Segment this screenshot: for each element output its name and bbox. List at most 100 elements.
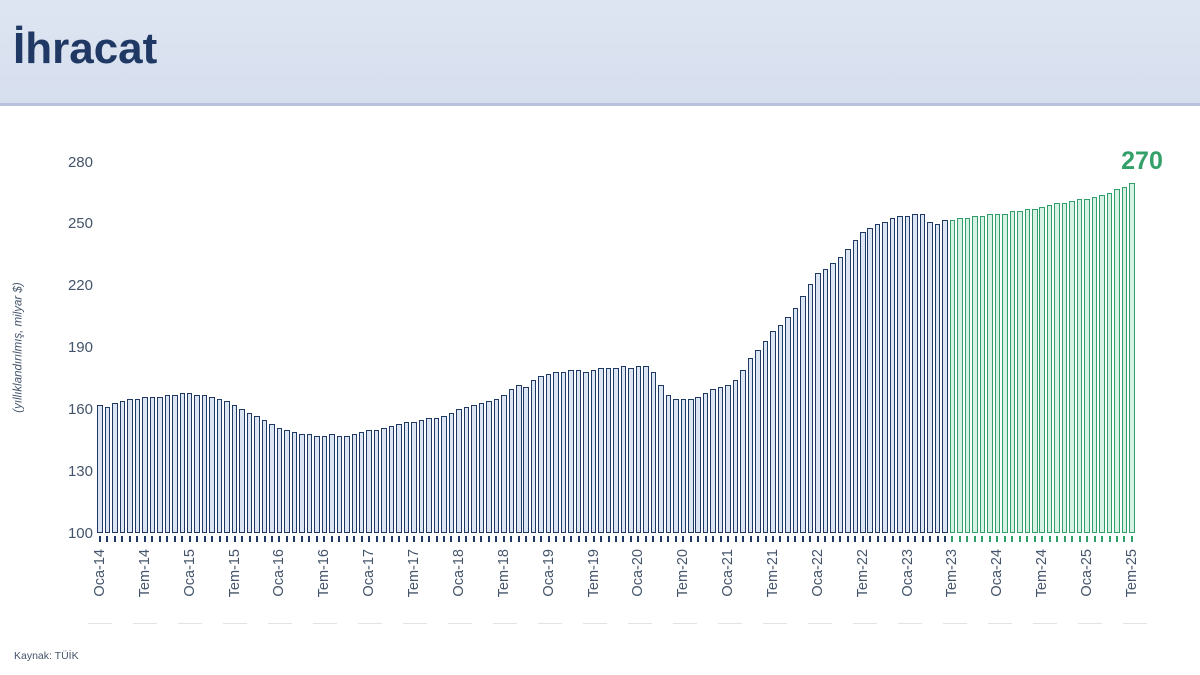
month-tick [562,536,565,542]
month-tick [1116,536,1118,542]
month-tick [951,536,954,542]
month-tick [106,536,109,542]
bar [560,372,567,533]
last-value-label: 270 [1121,147,1163,175]
bar [1076,199,1083,533]
month-tick [929,536,932,542]
month-tick [1018,536,1021,542]
bar [418,419,425,533]
bar [231,405,238,533]
bar [261,419,268,533]
x-tick-label: Oca-18 [450,549,467,597]
month-tick [652,536,655,542]
month-tick [697,536,700,542]
bar [239,409,245,533]
month-tick [1071,536,1074,542]
month-tick [958,536,961,542]
bar [179,392,185,533]
month-tick [285,536,288,542]
month-tick [861,536,864,542]
month-tick [764,536,767,542]
bar [583,372,589,533]
bar [815,273,821,533]
month-tick [996,536,999,542]
month-tick [1101,536,1104,542]
month-tick [435,536,438,542]
x-tick-label: Tem-17 [406,549,423,598]
month-tick [674,536,677,542]
month-tick [944,536,946,542]
bar [972,215,978,533]
month-tick [330,536,333,542]
bar [299,434,305,533]
bar [381,427,387,533]
bar [351,434,357,533]
bar [216,399,223,533]
month-tick [300,536,303,542]
x-tick-label: Oca-20 [630,549,647,597]
bar [658,384,664,533]
bar [635,366,642,533]
month-tick [181,536,184,542]
bar [650,372,657,533]
x-tick-label: Oca-22 [809,549,826,597]
month-tick [360,536,363,542]
x-tick-label: Oca-16 [271,549,288,597]
bar [717,386,724,533]
x-tick-label: Tem-22 [854,549,871,598]
month-tick [218,536,221,542]
month-tick [1048,536,1051,542]
bar [119,401,126,533]
bar [1106,192,1113,533]
bar [1069,201,1075,533]
bar [545,374,552,533]
month-tick [233,536,236,542]
month-tick [585,536,588,542]
bar [358,432,365,533]
month-tick [786,536,789,542]
month-tick [226,536,229,542]
bar [1032,209,1038,533]
month-tick [712,536,715,542]
bar [1121,186,1128,533]
y-tick-label: 160 [67,400,93,418]
month-tick [308,536,311,542]
bar [1039,207,1045,533]
bar [269,423,275,533]
bar [912,213,918,533]
month-tick [540,536,543,542]
bar [426,417,432,533]
y-tick-label: 280 [67,153,93,171]
bar [994,213,1001,533]
month-tick [577,536,580,542]
month-tick [263,536,266,542]
bar [598,368,604,533]
bar [97,405,103,533]
month-tick [622,536,625,542]
month-tick [480,536,483,542]
bar [329,434,335,533]
month-tick [1063,536,1066,542]
bar [740,370,746,533]
month-tick [981,536,984,542]
bar [1084,199,1090,533]
month-tick [988,536,991,542]
month-tick [136,536,139,542]
y-tick-label: 190 [67,339,93,356]
bar [919,213,926,533]
y-axis-title: (yıllıklandırılmış, milyar $) [12,282,25,413]
month-tick [1033,536,1036,542]
month-tick [113,536,116,542]
x-tick-label: Oca-15 [181,549,198,597]
bar [201,394,208,533]
month-tick [315,536,318,542]
bar [680,399,687,533]
bar [860,232,866,533]
month-tick [682,536,685,542]
month-tick [839,536,842,542]
bar [396,423,402,533]
bar [688,399,694,533]
x-tick-label: Tem-19 [585,549,602,598]
month-tick [794,536,797,542]
